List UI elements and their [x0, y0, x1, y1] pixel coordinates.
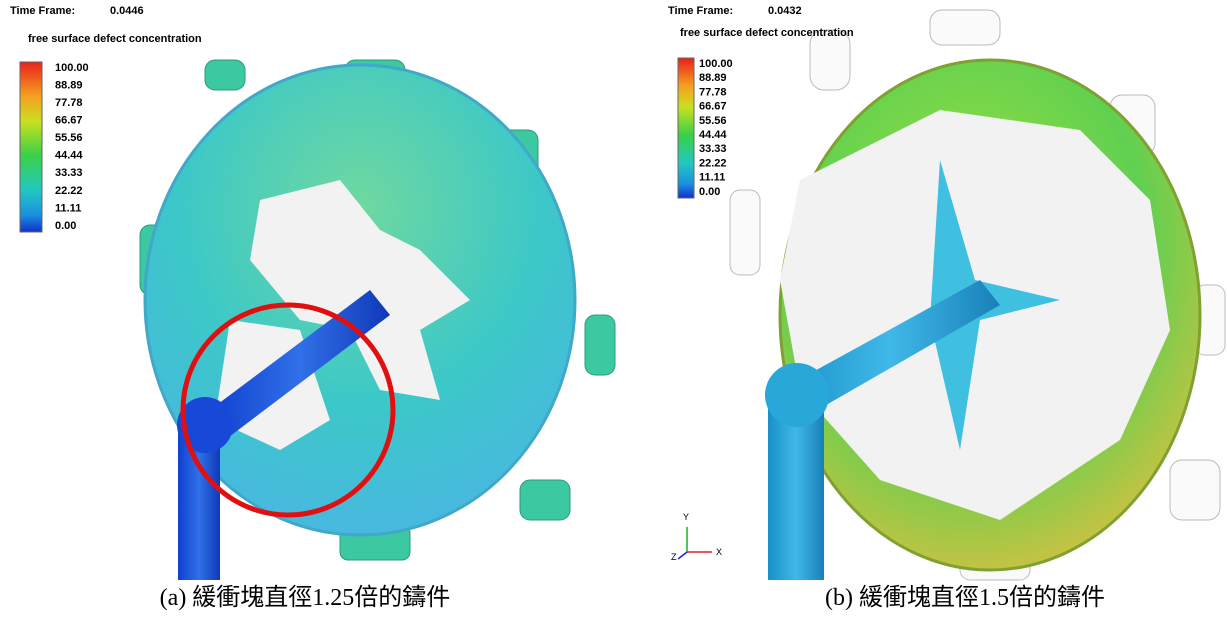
legend-tick: 33.33 [699, 143, 727, 155]
legend-tick: 100.00 [55, 62, 89, 74]
legend-tick: 0.00 [699, 186, 720, 198]
legend-tick: 22.22 [699, 157, 727, 169]
time-frame-value: 0.0446 [110, 5, 144, 17]
legend-tick: 88.89 [55, 79, 83, 91]
time-frame-value: 0.0432 [768, 5, 802, 17]
time-frame-label: Time Frame: [10, 5, 75, 17]
legend-tick: 44.44 [55, 150, 83, 162]
caption: (b) 緩衝塊直徑1.5倍的鑄件 [825, 584, 1105, 611]
legend-title: free surface defect concentration [28, 33, 202, 45]
legend-tick: 33.33 [55, 167, 83, 179]
legend-tick: 55.56 [55, 132, 83, 144]
color-bar [20, 62, 42, 232]
axis-label: X [716, 547, 722, 557]
legend-tick: 77.78 [55, 97, 83, 109]
legend-title: free surface defect concentration [680, 27, 854, 39]
time-frame-label: Time Frame: [668, 5, 733, 17]
legend-tick: 55.56 [699, 115, 727, 127]
legend-tick: 66.67 [699, 101, 727, 113]
figure: Time Frame: 0.0446 free surface defect con… [0, 0, 1227, 619]
simulation-b [678, 10, 1225, 580]
axis-label: Z [671, 552, 677, 562]
legend-tick: 11.11 [55, 202, 81, 214]
legend-tick: 22.22 [55, 185, 83, 197]
legend-tick: 88.89 [699, 72, 727, 84]
legend-tick: 66.67 [55, 115, 83, 127]
color-bar [678, 58, 694, 198]
legend-tick: 77.78 [699, 86, 727, 98]
legend-tick: 0.00 [55, 220, 76, 232]
legend-tick: 11.11 [699, 172, 725, 184]
legend-tick: 44.44 [699, 129, 727, 141]
simulation-a [140, 60, 615, 580]
caption: (a) 緩衝塊直徑1.25倍的鑄件 [160, 584, 451, 611]
axis-label: Y [683, 512, 689, 522]
legend-tick: 100.00 [699, 58, 733, 70]
